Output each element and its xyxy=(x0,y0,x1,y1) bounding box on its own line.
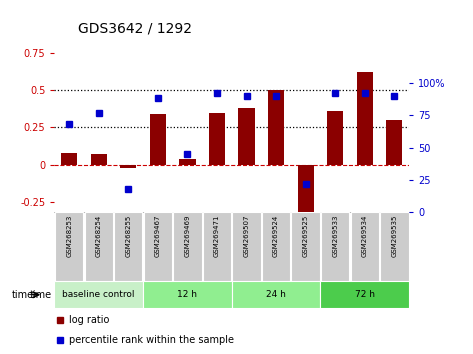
Bar xyxy=(114,212,142,281)
Text: GSM269534: GSM269534 xyxy=(362,215,368,257)
Text: GSM269535: GSM269535 xyxy=(391,215,397,257)
Bar xyxy=(173,212,201,281)
Bar xyxy=(327,111,343,165)
Text: GSM269467: GSM269467 xyxy=(155,215,161,257)
Bar xyxy=(54,281,143,308)
Bar xyxy=(61,153,77,165)
Bar xyxy=(85,212,113,281)
Bar xyxy=(209,113,225,165)
Bar xyxy=(55,212,83,281)
Bar xyxy=(232,281,320,308)
Bar xyxy=(380,212,409,281)
Bar xyxy=(179,159,195,165)
Text: percentile rank within the sample: percentile rank within the sample xyxy=(69,335,234,345)
Text: GSM269524: GSM269524 xyxy=(273,215,279,257)
Bar xyxy=(143,281,232,308)
Text: GSM268253: GSM268253 xyxy=(66,215,72,257)
Bar xyxy=(357,72,373,165)
Text: GDS3642 / 1292: GDS3642 / 1292 xyxy=(78,21,192,35)
Text: GSM269471: GSM269471 xyxy=(214,215,220,257)
Bar xyxy=(232,212,261,281)
Bar xyxy=(320,281,409,308)
Text: 72 h: 72 h xyxy=(355,290,375,299)
Text: GSM269507: GSM269507 xyxy=(244,215,250,257)
Text: time: time xyxy=(12,290,34,300)
Text: GSM268254: GSM268254 xyxy=(96,215,102,257)
Text: baseline control: baseline control xyxy=(62,290,135,299)
Bar xyxy=(350,212,379,281)
Bar xyxy=(298,165,314,212)
Bar xyxy=(144,212,172,281)
Bar xyxy=(262,212,290,281)
Bar xyxy=(120,165,136,168)
Bar xyxy=(321,212,350,281)
Text: GSM269525: GSM269525 xyxy=(303,215,309,257)
Bar xyxy=(91,154,107,165)
Bar xyxy=(268,90,284,165)
Text: GSM269469: GSM269469 xyxy=(184,215,191,257)
Bar xyxy=(291,212,320,281)
Text: 12 h: 12 h xyxy=(177,290,197,299)
Text: log ratio: log ratio xyxy=(69,315,109,325)
Bar xyxy=(203,212,231,281)
Bar xyxy=(386,120,403,165)
Text: GSM269533: GSM269533 xyxy=(332,215,338,257)
Bar xyxy=(238,108,254,165)
Text: time: time xyxy=(30,290,52,300)
Text: 24 h: 24 h xyxy=(266,290,286,299)
Text: GSM268255: GSM268255 xyxy=(125,215,131,257)
Bar xyxy=(150,114,166,165)
